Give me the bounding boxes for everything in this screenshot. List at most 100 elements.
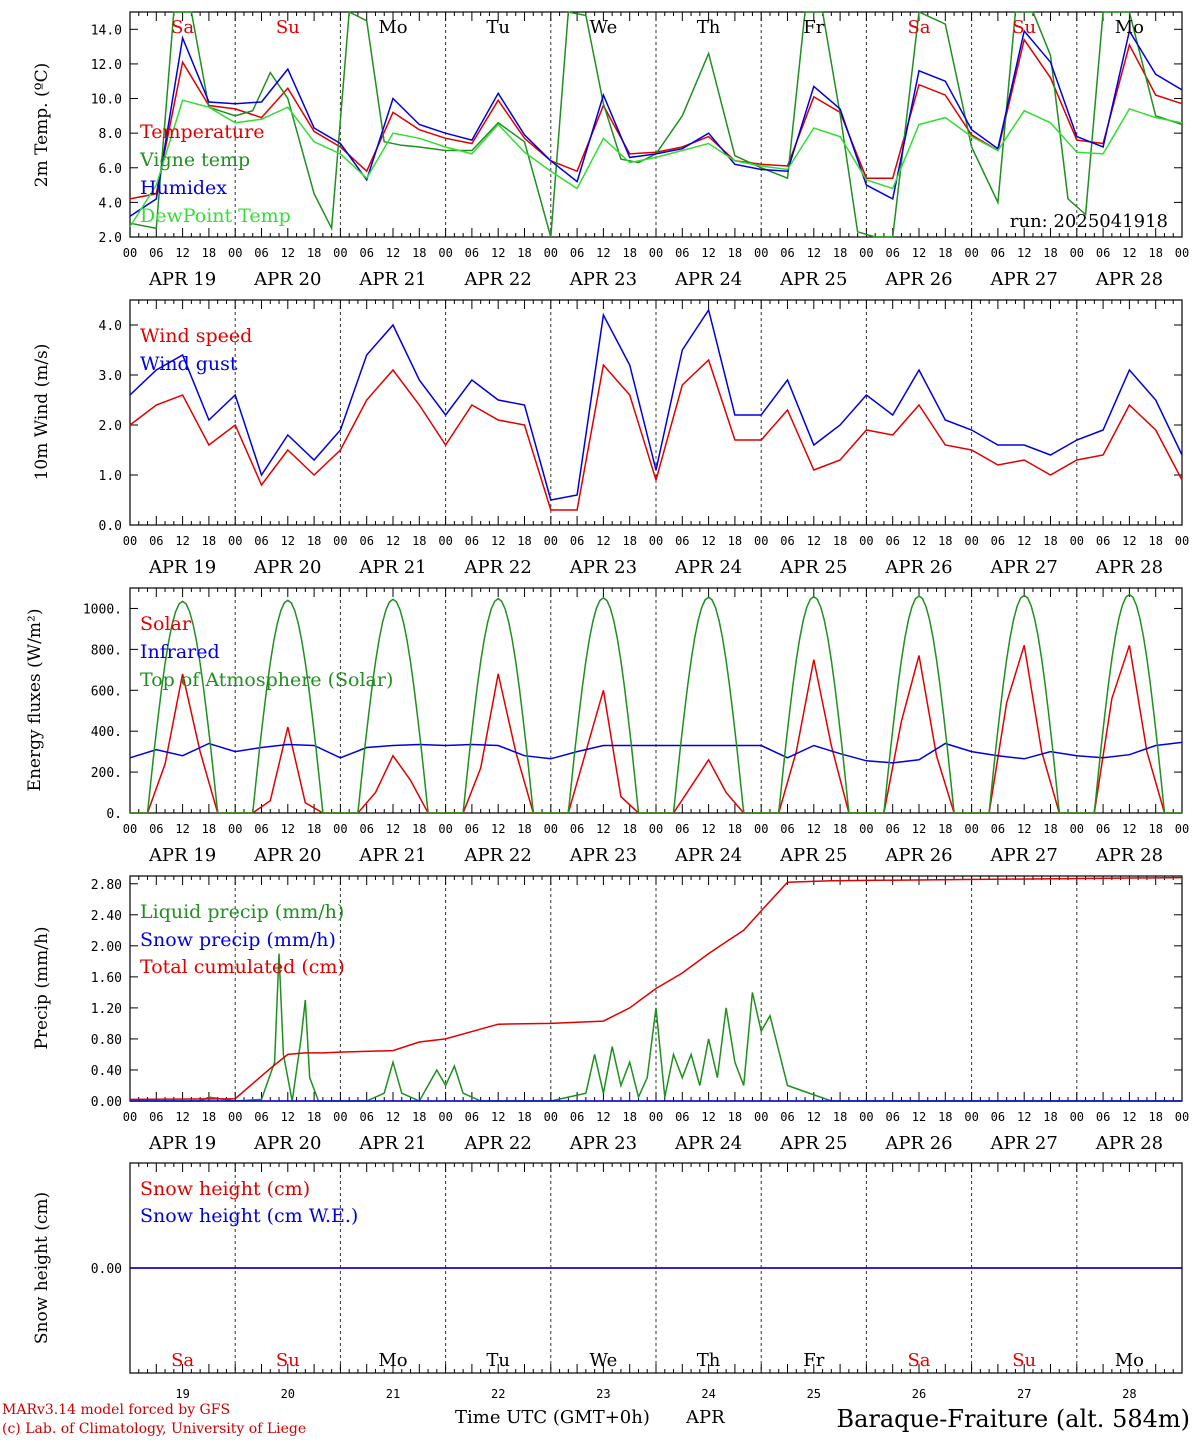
hour-label: 18 [728,822,742,836]
day-number-label: 23 [596,1387,610,1401]
hour-label: 12 [807,822,821,836]
date-label: APR 21 [358,845,426,866]
hour-label: 06 [149,246,163,260]
y-tick-label: 0.00 [91,1095,122,1110]
date-label: APR 20 [253,1133,321,1154]
hour-label: 06 [254,822,268,836]
hour-label: 18 [307,822,321,836]
date-label: APR 25 [779,269,847,290]
y-tick-label: 3.0 [99,369,122,384]
y-tick-label: 400. [91,725,122,740]
hour-label: 18 [622,534,636,548]
hour-label: 06 [465,246,479,260]
hour-label: 06 [675,534,689,548]
hour-label: 12 [1122,1110,1136,1124]
hour-label: 18 [622,822,636,836]
day-of-week-label: Fr [803,17,824,38]
hour-label: 06 [359,534,373,548]
day-of-week-label: Su [1012,17,1036,38]
hour-label: 06 [465,1110,479,1124]
y-tick-label: 1000. [83,602,122,617]
hour-label: 18 [307,246,321,260]
y-axis-label: Precip (mm/h) [32,926,52,1049]
hour-label: 06 [885,534,899,548]
day-of-week-label: We [590,17,618,38]
hour-label: 12 [1017,246,1031,260]
hour-label: 00 [438,534,452,548]
day-of-week-label: Fr [803,1350,824,1371]
hour-label: 18 [202,246,216,260]
hour-label: 12 [912,246,926,260]
hour-label: 00 [333,822,347,836]
hour-label: 00 [1070,534,1084,548]
hour-label: 00 [438,246,452,260]
month-label: APR [685,1407,725,1428]
hour-label: 18 [1148,534,1162,548]
hour-label: 06 [149,822,163,836]
hour-label: 06 [885,822,899,836]
y-axis-label: 10m Wind (m/s) [32,344,52,481]
hour-label: 18 [307,1110,321,1124]
hour-label: 00 [123,534,137,548]
legend-entry: Temperature [140,121,264,143]
legend-entry: DewPoint Temp [140,205,291,227]
day-of-week-label: Sa [171,17,194,38]
date-label: APR 20 [253,845,321,866]
date-label: APR 25 [779,845,847,866]
day-of-week-label: Th [697,17,721,38]
hour-label: 06 [991,534,1005,548]
series-line [129,876,1183,1101]
hour-label: 00 [964,534,978,548]
hour-label: 06 [570,246,584,260]
y-tick-label: 1.60 [91,971,122,986]
date-label: APR 23 [569,269,637,290]
hour-label: 18 [1148,1110,1162,1124]
hour-label: 00 [228,1110,242,1124]
hour-label: 18 [833,534,847,548]
hour-label: 06 [149,534,163,548]
day-number-label: 25 [807,1387,821,1401]
hour-label: 06 [570,534,584,548]
hour-label: 00 [649,822,663,836]
plot-frame [129,11,1183,238]
legend-entry: Top of Atmosphere (Solar) [140,669,393,691]
hour-label: 06 [885,246,899,260]
hour-label: 06 [780,822,794,836]
legend-entry: Wind speed [140,325,252,347]
hour-label: 18 [728,246,742,260]
legend-entry: Snow height (cm) [140,1178,310,1200]
hour-label: 18 [1043,534,1057,548]
legend-entry: Solar [140,613,192,635]
hour-label: 00 [228,822,242,836]
y-tick-label: 6.0 [99,162,122,177]
day-of-week-label: Mo [378,17,407,38]
credit-line-2: (c) Lab. of Climatology, University of L… [2,1421,306,1437]
hour-label: 06 [1096,822,1110,836]
hour-label: 06 [359,822,373,836]
hour-label: 00 [1070,1110,1084,1124]
hour-label: 18 [517,534,531,548]
hour-label: 12 [701,246,715,260]
hour-label: 00 [544,822,558,836]
hour-label: 00 [544,246,558,260]
hour-label: 18 [938,1110,952,1124]
hour-label: 06 [780,1110,794,1124]
hour-label: 06 [254,1110,268,1124]
y-tick-label: 0.80 [91,1033,122,1048]
day-of-week-label: Tu [486,17,510,38]
hour-label: 00 [754,1110,768,1124]
hour-label: 18 [202,1110,216,1124]
day-of-week-label: Sa [907,17,930,38]
hour-label: 00 [859,534,873,548]
hour-label: 00 [228,246,242,260]
hour-label: 18 [938,246,952,260]
day-number-label: 20 [281,1387,295,1401]
hour-label: 00 [1175,246,1189,260]
hour-label: 12 [912,1110,926,1124]
date-label: APR 21 [358,1133,426,1154]
day-of-week-label: Sa [907,1350,930,1371]
y-tick-label: 2.40 [91,909,122,924]
series-line [129,10,1183,238]
hour-label: 12 [491,534,505,548]
